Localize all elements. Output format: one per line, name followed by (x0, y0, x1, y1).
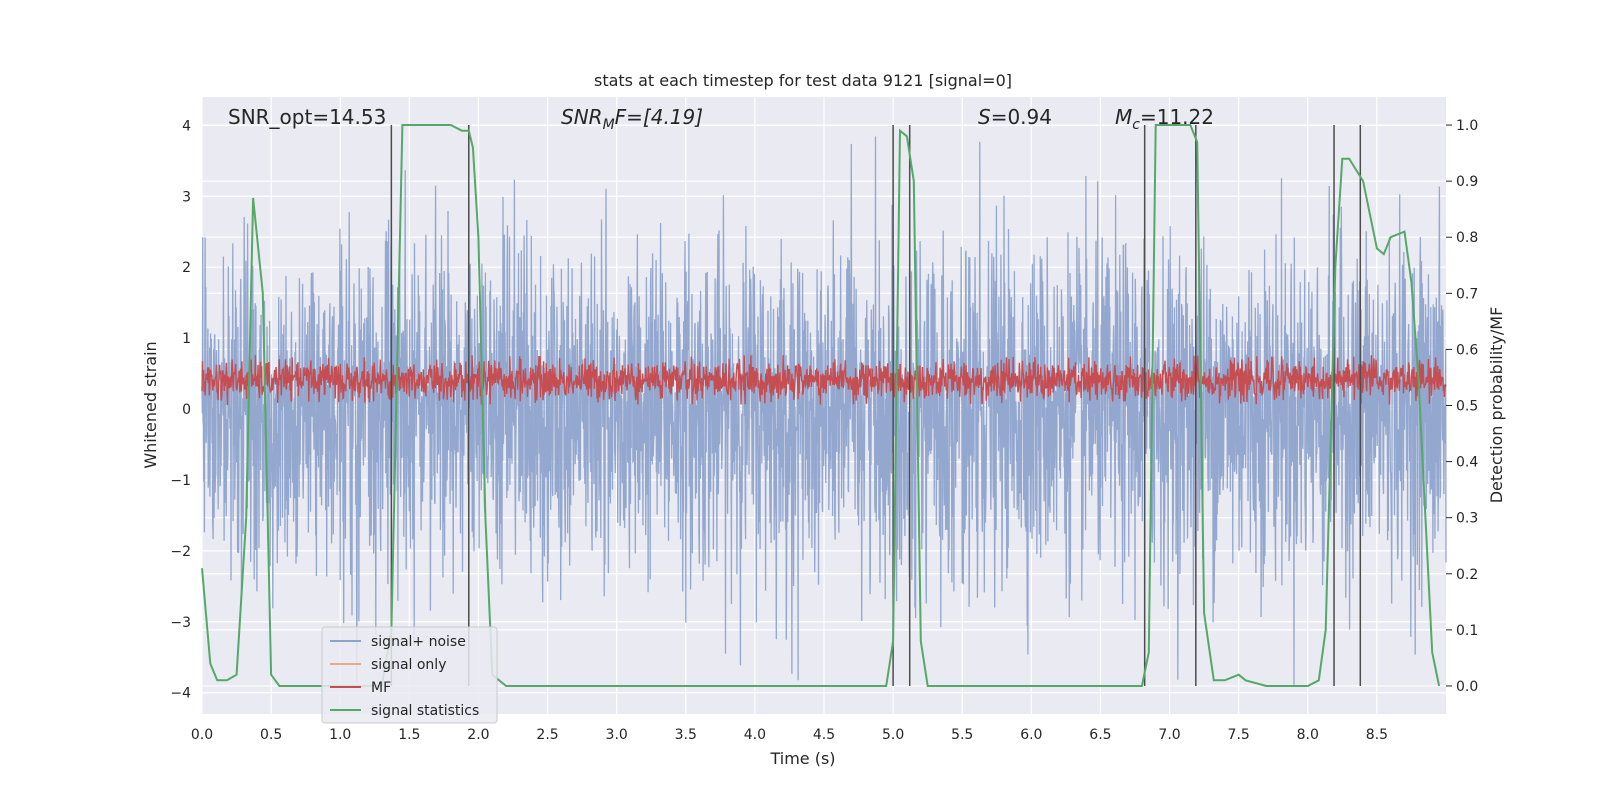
y2-tick-label: 0.3 (1456, 511, 1478, 527)
x-tick-label: 2.0 (467, 727, 489, 743)
annotation-mc-symbol: M (1115, 105, 1132, 129)
x-tick-label: 8.0 (1297, 727, 1319, 743)
legend-label: signal statistics (371, 703, 479, 719)
y-tick-label: 2 (182, 260, 191, 276)
x-tick-label: 0.0 (191, 727, 213, 743)
y-tick-label: 1 (182, 331, 191, 347)
x-tick-label: 2.5 (536, 727, 558, 743)
y2-tick-label: 0.1 (1456, 623, 1478, 639)
annotation-s-value: =0.94 (991, 105, 1052, 129)
y-axis-label: Whitened strain (141, 341, 160, 468)
signal-noise-series (201, 136, 1447, 685)
annotation-snr-mf-subscript: M (603, 117, 615, 133)
y-tick-label: 0 (182, 402, 191, 418)
legend-frame (321, 626, 498, 724)
y-tick-label: −3 (170, 615, 191, 631)
y2-tick-label: 0.2 (1456, 567, 1478, 583)
annotation-snr-mf-symbol: SNR (561, 105, 603, 129)
legend-label: MF (371, 680, 391, 696)
annotation-mc-subscript: c (1132, 117, 1140, 133)
x-tick-label: 1.5 (398, 727, 420, 743)
y-tick-label: −4 (170, 686, 191, 702)
legend: signal+ noise signal only MF signal statist… (321, 626, 498, 724)
y2-tick-label: 0.6 (1456, 342, 1478, 358)
y2-tick-label: 1.0 (1456, 118, 1478, 134)
y-tick-label: 3 (182, 189, 191, 205)
y-tick-label: 4 (182, 118, 191, 134)
annotation-mc-value: =11.22 (1140, 105, 1214, 129)
y2-axis-label: Detection probability/MF (1487, 307, 1506, 504)
y2-tick-label: 0.8 (1456, 230, 1478, 246)
y2-tick-label: 0.4 (1456, 455, 1478, 471)
y2-tick-label: 0.5 (1456, 399, 1478, 415)
annotation-s: S=0.94 (978, 105, 1052, 129)
x-tick-label: 6.5 (1089, 727, 1111, 743)
x-tick-label: 8.5 (1366, 727, 1388, 743)
y-tick-label: −2 (170, 544, 191, 560)
x-tick-label: 4.0 (744, 727, 766, 743)
signal-noise-line (201, 136, 1447, 685)
x-tick-label: 0.5 (260, 727, 282, 743)
x-tick-label: 1.0 (329, 727, 351, 743)
x-tick-label: 3.0 (606, 727, 628, 743)
chart-title: stats at each timestep for test data 912… (594, 71, 1012, 90)
annotation-snr-mf: SNRMF=[4.19] (561, 105, 703, 133)
x-axis-ticks: 0.0 0.5 1.0 1.5 2.0 2.5 3.0 3.5 4.0 4.5 5.0 5.5 6.0 6… (191, 727, 1388, 743)
x-tick-label: 5.0 (882, 727, 904, 743)
x-tick-label: 5.5 (951, 727, 973, 743)
annotation-mc: Mc=11.22 (1115, 105, 1214, 133)
annotation-s-symbol: S (978, 105, 991, 129)
x-tick-label: 3.5 (675, 727, 697, 743)
y-tick-label: −1 (170, 473, 191, 489)
y2-tick-label: 0.7 (1456, 286, 1478, 302)
legend-label: signal only (371, 657, 446, 673)
legend-label: signal+ noise (371, 634, 466, 650)
x-tick-label: 6.0 (1020, 727, 1042, 743)
mf-line (201, 354, 1447, 406)
x-tick-label: 4.5 (813, 727, 835, 743)
y2-tick-label: 0.9 (1456, 174, 1478, 190)
annotation-snr-mf-value: F=[4.19] (615, 105, 703, 129)
mf-series (201, 354, 1447, 406)
annotation-snr-opt: SNR_opt=14.53 (228, 105, 386, 129)
x-tick-label: 7.0 (1158, 727, 1180, 743)
y2-axis-ticks: 0.0 0.1 0.2 0.3 0.4 0.5 0.6 0.7 0.8 0.9 1.0 (1446, 118, 1478, 695)
x-tick-label: 7.5 (1228, 727, 1250, 743)
y-axis-ticks: −4 −3 −2 −1 0 1 2 3 4 (170, 118, 191, 701)
y2-tick-label: 0.0 (1456, 679, 1478, 695)
x-axis-label: Time (s) (769, 749, 835, 768)
